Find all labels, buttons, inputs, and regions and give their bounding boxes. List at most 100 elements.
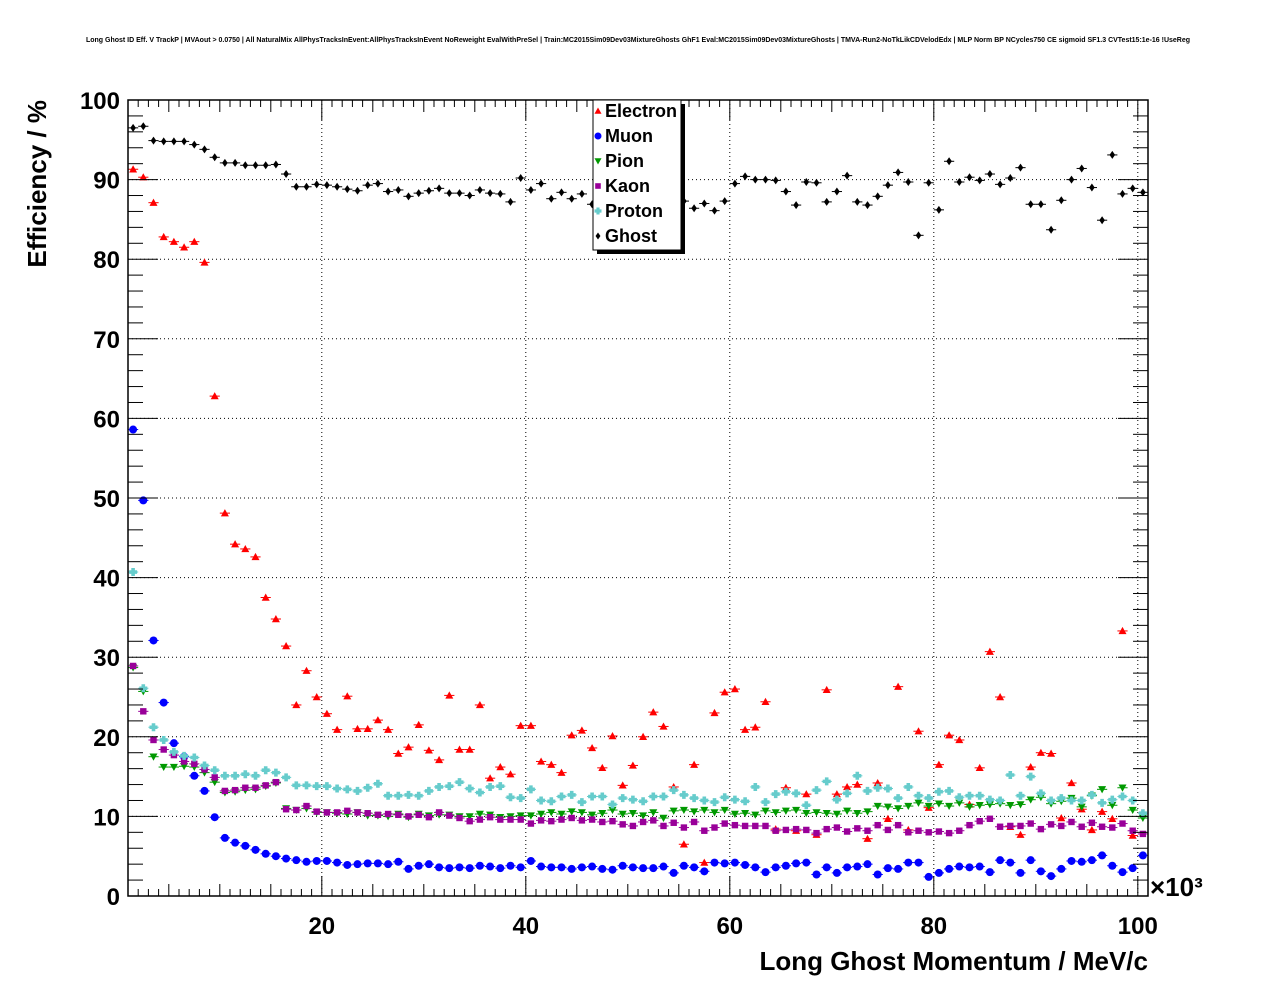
data-point <box>507 197 514 206</box>
data-point <box>659 722 668 730</box>
data-point <box>497 189 504 198</box>
data-point <box>588 792 597 801</box>
data-point <box>557 810 566 819</box>
data-point <box>1087 856 1096 865</box>
data-point <box>475 700 484 709</box>
data-point <box>160 746 167 753</box>
data-point <box>873 778 882 787</box>
data-point <box>1067 796 1076 805</box>
data-point <box>762 822 769 830</box>
data-point <box>1016 801 1025 809</box>
data-point <box>475 861 484 870</box>
y-tick-label: 20 <box>93 725 120 752</box>
data-point <box>343 785 352 794</box>
data-point <box>741 822 749 830</box>
data-point <box>812 870 821 879</box>
data-point <box>761 798 770 807</box>
data-point <box>955 793 964 802</box>
data-point <box>966 821 973 829</box>
data-point <box>894 821 902 829</box>
data-point <box>395 811 402 819</box>
data-point <box>414 720 423 729</box>
data-point <box>639 818 647 826</box>
data-point <box>394 749 403 757</box>
data-point <box>996 693 1005 701</box>
data-point <box>844 171 850 180</box>
data-point <box>1057 794 1066 803</box>
data-point <box>1026 856 1035 865</box>
data-point <box>405 813 412 820</box>
data-point <box>710 809 719 817</box>
data-point <box>843 807 852 815</box>
data-point <box>577 863 586 872</box>
data-point <box>1118 784 1127 792</box>
data-point <box>1016 868 1025 877</box>
data-point <box>414 791 423 800</box>
data-point <box>598 792 607 801</box>
data-point <box>506 861 515 870</box>
data-point <box>292 856 301 865</box>
data-point <box>486 774 495 782</box>
y-tick-label: 0 <box>107 884 120 911</box>
data-point <box>905 177 912 186</box>
data-point <box>914 727 923 735</box>
data-point <box>925 829 932 836</box>
data-point <box>1067 856 1076 865</box>
data-point <box>1026 772 1035 781</box>
data-point <box>312 856 321 865</box>
data-point <box>445 691 454 699</box>
data-point <box>946 157 952 166</box>
data-point <box>802 858 811 867</box>
series-proton <box>128 568 1148 818</box>
y-tick-label: 50 <box>93 486 120 513</box>
data-point <box>904 782 913 791</box>
data-point <box>312 693 321 701</box>
data-point <box>955 862 964 871</box>
data-point <box>783 187 789 196</box>
data-point <box>894 805 903 813</box>
data-point <box>496 763 505 771</box>
data-point <box>679 790 688 799</box>
data-point <box>476 816 484 823</box>
data-point <box>425 813 433 821</box>
data-point <box>557 792 566 801</box>
data-point <box>649 792 658 801</box>
data-point <box>1119 189 1126 198</box>
data-point <box>1068 175 1075 184</box>
data-point <box>384 791 393 800</box>
data-point <box>516 721 525 729</box>
data-point <box>639 732 648 740</box>
data-point <box>548 817 555 825</box>
data-point <box>884 826 892 834</box>
data-point <box>149 198 158 206</box>
data-point <box>761 697 770 705</box>
data-point <box>679 840 688 848</box>
data-point <box>210 813 219 822</box>
data-point <box>883 864 892 873</box>
data-point <box>547 797 556 806</box>
data-point <box>700 806 709 815</box>
data-point <box>792 789 801 798</box>
data-point <box>385 187 391 196</box>
data-point <box>150 136 157 145</box>
data-point <box>751 863 760 872</box>
data-point <box>1036 748 1045 756</box>
data-point <box>1047 749 1056 757</box>
data-point <box>1108 795 1117 804</box>
data-point <box>730 685 739 693</box>
data-point <box>282 773 291 782</box>
data-point <box>701 199 708 208</box>
data-point <box>1098 823 1106 830</box>
data-point <box>159 763 168 772</box>
data-point <box>129 568 138 577</box>
legend-marker-kaon <box>595 183 601 189</box>
data-point <box>537 810 546 819</box>
data-point <box>691 204 697 213</box>
data-point <box>894 864 903 873</box>
data-point <box>445 782 454 791</box>
data-point <box>1118 626 1127 635</box>
data-point <box>302 666 311 674</box>
data-point <box>1057 813 1066 822</box>
data-point <box>456 814 463 822</box>
